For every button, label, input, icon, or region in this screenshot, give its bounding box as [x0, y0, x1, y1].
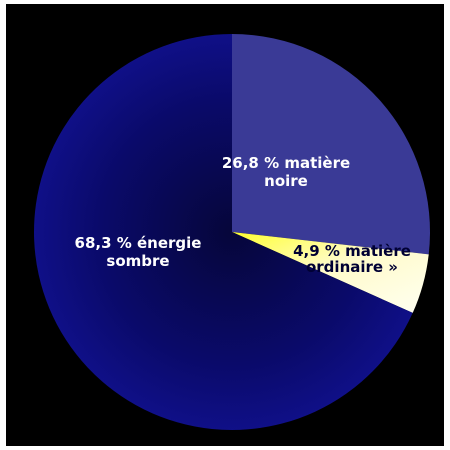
label-line: 26,8 % matière: [222, 154, 350, 172]
label-line: 4,9 % matière: [293, 242, 411, 260]
label-energie-sombre: 68,3 % énergie sombre: [75, 234, 202, 270]
pie-slices: [33, 34, 430, 430]
label-matiere-noire: 26,8 % matière noire: [222, 154, 350, 190]
label-line: sombre: [106, 252, 169, 270]
label-line: noire: [264, 172, 308, 190]
slice-matiere-ordinaire: [232, 232, 429, 313]
slice-energie-sombre: [33, 34, 413, 430]
label-matiere-ordinaire: 4,9 % matière ordinaire »: [293, 242, 411, 276]
label-line: 68,3 % énergie: [75, 234, 202, 252]
slice-matiere-noire: [232, 34, 430, 255]
pie-labels: 26,8 % matière noire 4,9 % matière ordinair…: [75, 154, 411, 276]
label-line: ordinaire »: [306, 258, 398, 276]
